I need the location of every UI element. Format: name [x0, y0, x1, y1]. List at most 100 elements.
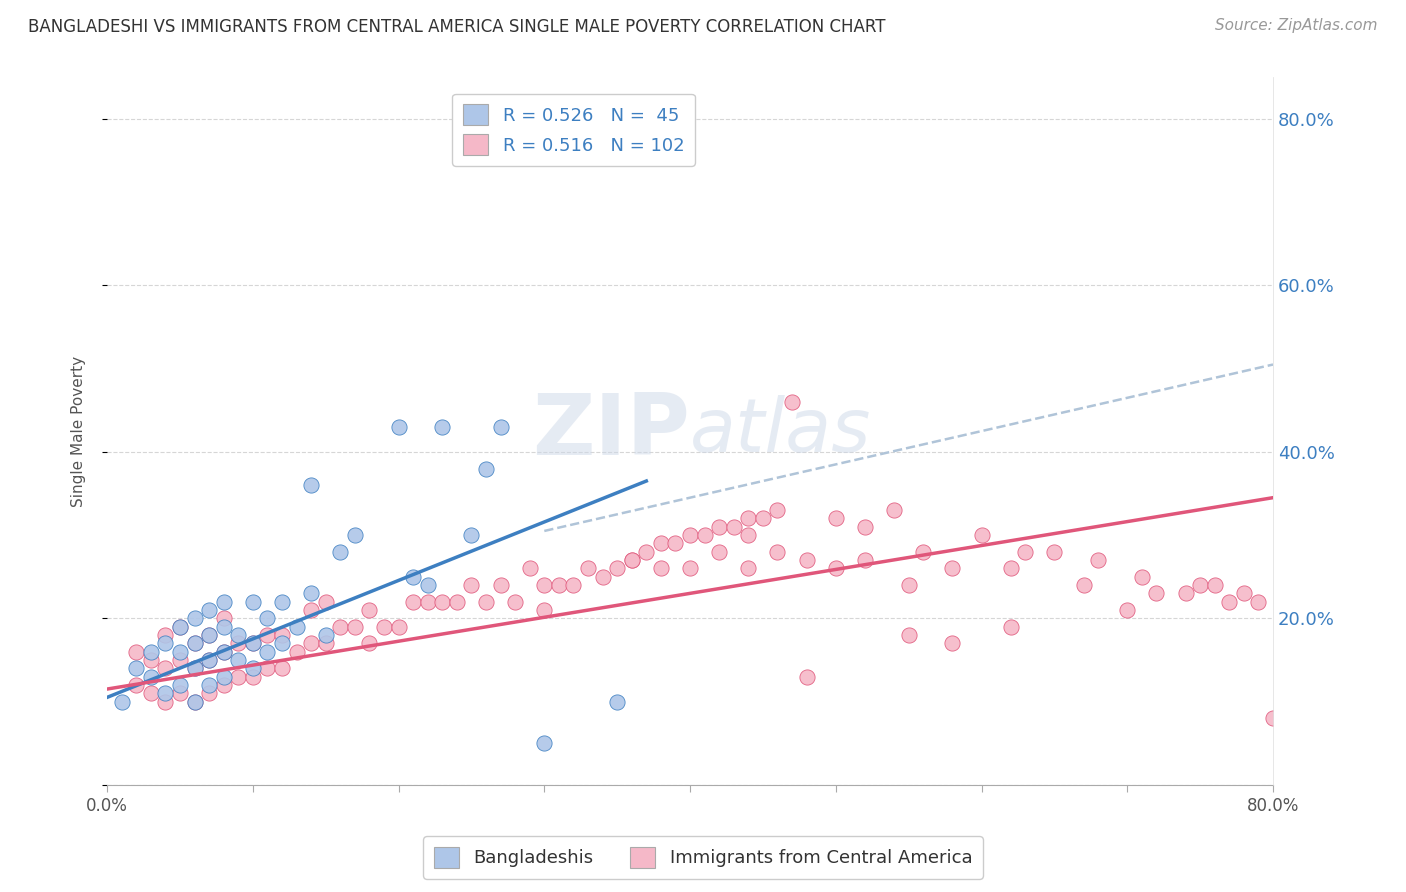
- Point: [299, 478, 322, 492]
- Point: [912, 545, 935, 559]
- Point: [315, 595, 337, 609]
- Point: [212, 611, 235, 625]
- Point: [198, 603, 221, 617]
- Point: [432, 595, 454, 609]
- Point: [242, 661, 264, 675]
- Point: [1218, 595, 1240, 609]
- Point: [620, 553, 643, 567]
- Point: [897, 628, 920, 642]
- Point: [111, 694, 134, 708]
- Point: [796, 553, 818, 567]
- Point: [562, 578, 585, 592]
- Point: [533, 736, 555, 750]
- Point: [737, 528, 759, 542]
- Point: [256, 611, 278, 625]
- Point: [155, 661, 177, 675]
- Point: [212, 645, 235, 659]
- Point: [183, 694, 205, 708]
- Point: [606, 694, 628, 708]
- Point: [1073, 578, 1095, 592]
- Point: [169, 645, 191, 659]
- Point: [198, 653, 221, 667]
- Point: [198, 686, 221, 700]
- Point: [446, 595, 468, 609]
- Point: [970, 528, 993, 542]
- Point: [359, 603, 381, 617]
- Text: ZIP: ZIP: [533, 390, 690, 473]
- Point: [271, 595, 294, 609]
- Point: [212, 669, 235, 683]
- Point: [1174, 586, 1197, 600]
- Point: [125, 678, 148, 692]
- Point: [489, 578, 512, 592]
- Point: [853, 553, 876, 567]
- Point: [824, 561, 846, 575]
- Point: [650, 561, 672, 575]
- Point: [212, 645, 235, 659]
- Point: [169, 620, 191, 634]
- Point: [212, 678, 235, 692]
- Point: [299, 636, 322, 650]
- Point: [475, 461, 498, 475]
- Point: [402, 570, 425, 584]
- Point: [1204, 578, 1226, 592]
- Point: [271, 636, 294, 650]
- Point: [226, 636, 249, 650]
- Point: [256, 661, 278, 675]
- Point: [460, 528, 482, 542]
- Point: [198, 678, 221, 692]
- Point: [402, 595, 425, 609]
- Point: [212, 595, 235, 609]
- Point: [155, 628, 177, 642]
- Point: [533, 603, 555, 617]
- Point: [373, 620, 395, 634]
- Point: [155, 636, 177, 650]
- Point: [766, 545, 789, 559]
- Point: [489, 420, 512, 434]
- Point: [198, 628, 221, 642]
- Point: [752, 511, 775, 525]
- Point: [1014, 545, 1036, 559]
- Point: [941, 636, 963, 650]
- Point: [226, 653, 249, 667]
- Point: [139, 669, 162, 683]
- Point: [693, 528, 716, 542]
- Point: [343, 620, 366, 634]
- Point: [285, 620, 308, 634]
- Point: [155, 694, 177, 708]
- Point: [139, 686, 162, 700]
- Point: [737, 561, 759, 575]
- Point: [1116, 603, 1139, 617]
- Point: [183, 661, 205, 675]
- Point: [592, 570, 614, 584]
- Point: [709, 520, 731, 534]
- Point: [169, 620, 191, 634]
- Point: [183, 636, 205, 650]
- Point: [299, 586, 322, 600]
- Y-axis label: Single Male Poverty: Single Male Poverty: [72, 356, 86, 507]
- Point: [1000, 561, 1022, 575]
- Point: [387, 420, 409, 434]
- Point: [737, 511, 759, 525]
- Point: [679, 561, 702, 575]
- Point: [1000, 620, 1022, 634]
- Point: [169, 686, 191, 700]
- Point: [1043, 545, 1066, 559]
- Legend: Bangladeshis, Immigrants from Central America: Bangladeshis, Immigrants from Central Am…: [423, 836, 983, 879]
- Point: [416, 595, 439, 609]
- Point: [256, 628, 278, 642]
- Legend: R = 0.526   N =  45, R = 0.516   N = 102: R = 0.526 N = 45, R = 0.516 N = 102: [451, 94, 695, 166]
- Point: [941, 561, 963, 575]
- Point: [271, 628, 294, 642]
- Point: [1144, 586, 1167, 600]
- Point: [315, 636, 337, 650]
- Point: [503, 595, 526, 609]
- Text: Source: ZipAtlas.com: Source: ZipAtlas.com: [1215, 18, 1378, 33]
- Point: [139, 653, 162, 667]
- Point: [475, 595, 498, 609]
- Point: [897, 578, 920, 592]
- Point: [650, 536, 672, 550]
- Point: [432, 420, 454, 434]
- Point: [1087, 553, 1109, 567]
- Point: [226, 628, 249, 642]
